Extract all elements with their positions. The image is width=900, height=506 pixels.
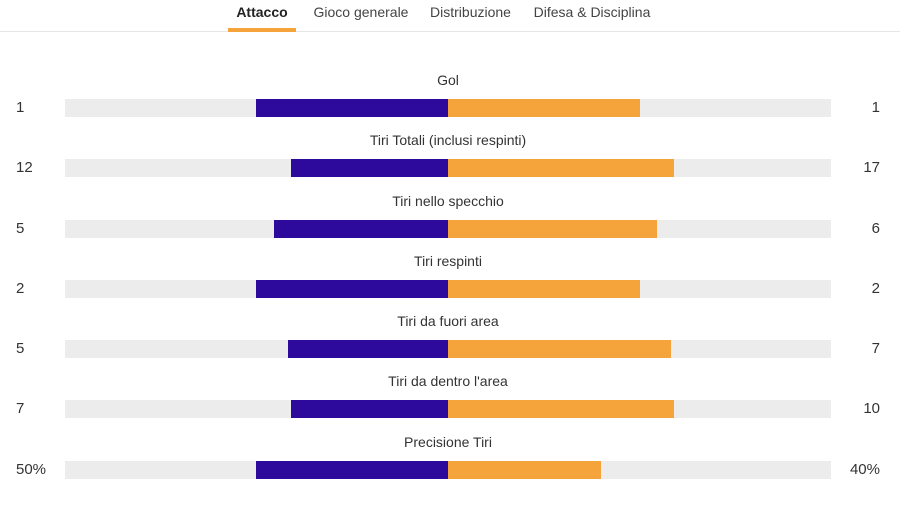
stat-label: Precisione Tiri: [404, 434, 492, 450]
stat-row: Tiri nello specchio 5 6: [0, 192, 900, 246]
away-value: 2: [871, 280, 880, 297]
stat-bar-track: [65, 340, 831, 358]
stat-label: Gol: [437, 72, 459, 88]
away-bar: [448, 340, 671, 358]
home-bar: [291, 159, 448, 177]
stat-row: Tiri da fuori area 5 7: [0, 312, 900, 366]
stat-label: Tiri da fuori area: [397, 313, 499, 329]
tab-difesa-disciplina[interactable]: Difesa & Disciplina: [533, 4, 651, 20]
away-bar: [448, 99, 640, 117]
stat-bar-track: [65, 461, 831, 479]
away-value: 10: [863, 400, 880, 417]
stat-label: Tiri nello specchio: [392, 193, 504, 209]
away-bar: [448, 159, 674, 177]
stats-tab-bar: Attacco Gioco generale Distribuzione Dif…: [0, 0, 900, 32]
stat-bar-track: [65, 99, 831, 117]
stat-bar-track: [65, 400, 831, 418]
home-value: 50%: [16, 461, 47, 478]
home-bar: [274, 220, 448, 238]
away-bar: [448, 400, 674, 418]
home-value: 5: [16, 220, 25, 237]
away-bar: [448, 280, 640, 298]
away-value: 17: [863, 159, 880, 176]
home-bar: [291, 400, 448, 418]
stat-bar-track: [65, 220, 831, 238]
home-value: 5: [16, 340, 25, 357]
home-bar: [256, 280, 448, 298]
away-value: 6: [871, 220, 880, 237]
stat-label: Tiri Totali (inclusi respinti): [369, 132, 527, 148]
stat-bar-track: [65, 159, 831, 177]
stat-label: Tiri respinti: [414, 253, 482, 269]
home-value: 1: [16, 99, 25, 116]
away-bar: [448, 220, 657, 238]
tab-attacco[interactable]: Attacco: [228, 0, 296, 32]
tab-gioco-generale[interactable]: Gioco generale: [313, 4, 409, 20]
away-bar: [448, 461, 601, 479]
away-value: 40%: [849, 461, 880, 478]
away-value: 7: [871, 340, 880, 357]
away-value: 1: [871, 99, 880, 116]
home-bar: [288, 340, 448, 358]
stat-row: Tiri da dentro l'area 7 10: [0, 372, 900, 426]
stat-bar-track: [65, 280, 831, 298]
stat-row: Tiri respinti 2 2: [0, 252, 900, 306]
tab-distribuzione[interactable]: Distribuzione: [430, 4, 511, 20]
home-bar: [256, 99, 448, 117]
home-bar: [256, 461, 448, 479]
stat-row: Tiri Totali (inclusi respinti) 12 17: [0, 131, 900, 185]
stat-row: Precisione Tiri 50% 40%: [0, 433, 900, 487]
stat-row: Gol 1 1: [0, 71, 900, 125]
home-value: 12: [16, 159, 33, 176]
home-value: 7: [16, 400, 25, 417]
stat-label: Tiri da dentro l'area: [388, 373, 508, 389]
home-value: 2: [16, 280, 25, 297]
